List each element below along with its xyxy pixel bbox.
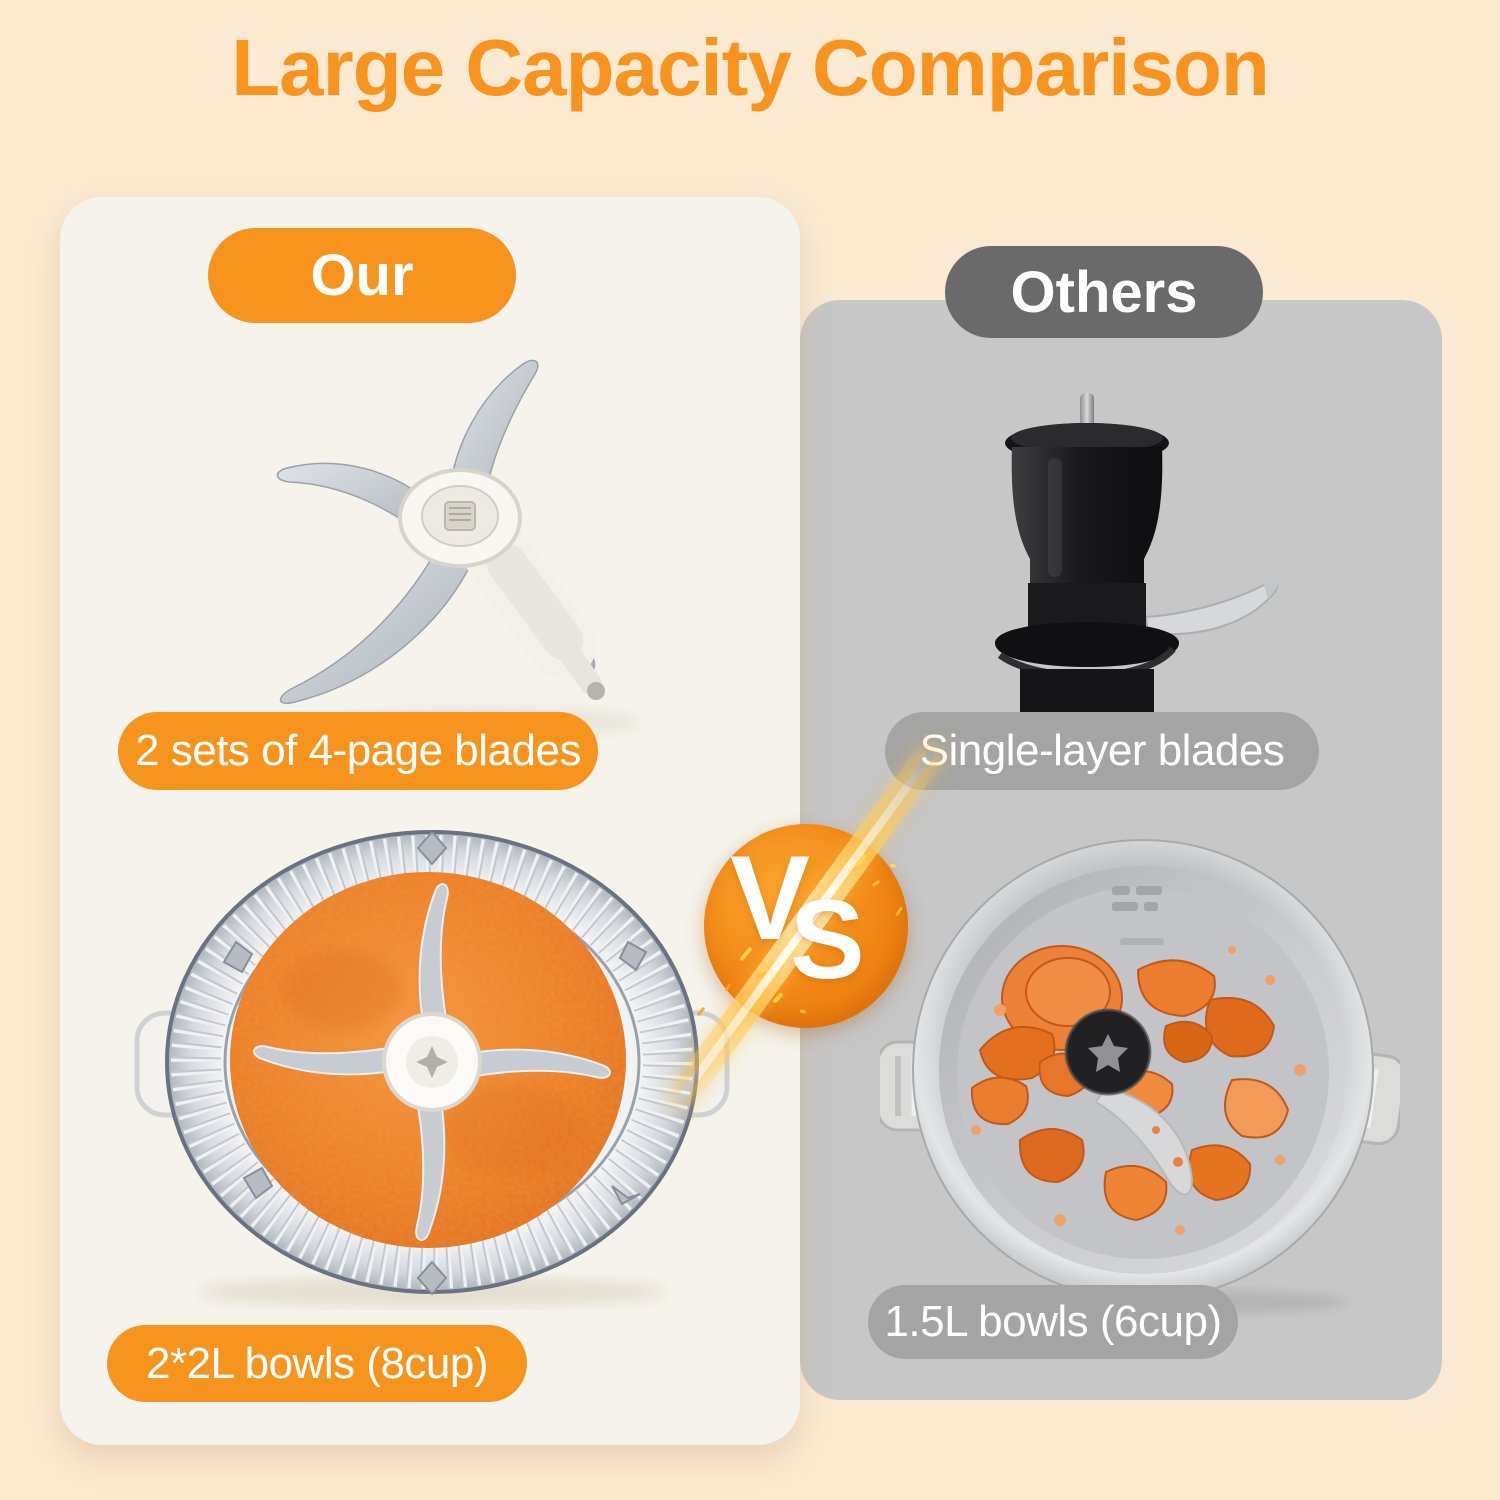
quad-blade-image bbox=[276, 359, 640, 737]
our-badge: Our bbox=[208, 228, 516, 323]
single-blade-image bbox=[927, 393, 1279, 759]
our-badge-label: Our bbox=[310, 243, 414, 308]
others-badge-label: Others bbox=[1010, 259, 1198, 325]
our-bowl-label: 2*2L bowls (8cup) bbox=[107, 1325, 527, 1402]
spark-icon bbox=[844, 888, 849, 893]
others-blade-label: Single-layer blades bbox=[885, 712, 1319, 790]
others-bowl-image bbox=[880, 839, 1400, 1315]
vs-letter-v: V bbox=[730, 831, 811, 965]
others-bowl-label-text: 1.5L bowls (6cup) bbox=[884, 1297, 1222, 1346]
our-bowl-label-text: 2*2L bowls (8cup) bbox=[145, 1338, 489, 1388]
others-bowl-label: 1.5L bowls (6cup) bbox=[868, 1285, 1238, 1359]
others-badge: Others bbox=[945, 246, 1263, 338]
vs-badge: V S bbox=[664, 739, 948, 1113]
page-title: Large Capacity Comparison bbox=[231, 23, 1270, 112]
spark-icon bbox=[760, 932, 765, 937]
our-blade-label-text: 2 sets of 4-page blades bbox=[135, 726, 581, 775]
vs-letter-s: S bbox=[790, 877, 865, 1002]
others-blade-label-text: Single-layer blades bbox=[919, 726, 1285, 775]
our-bowl-image bbox=[134, 830, 730, 1307]
spark-icon bbox=[889, 863, 897, 868]
our-blade-label: 2 sets of 4-page blades bbox=[118, 712, 598, 790]
